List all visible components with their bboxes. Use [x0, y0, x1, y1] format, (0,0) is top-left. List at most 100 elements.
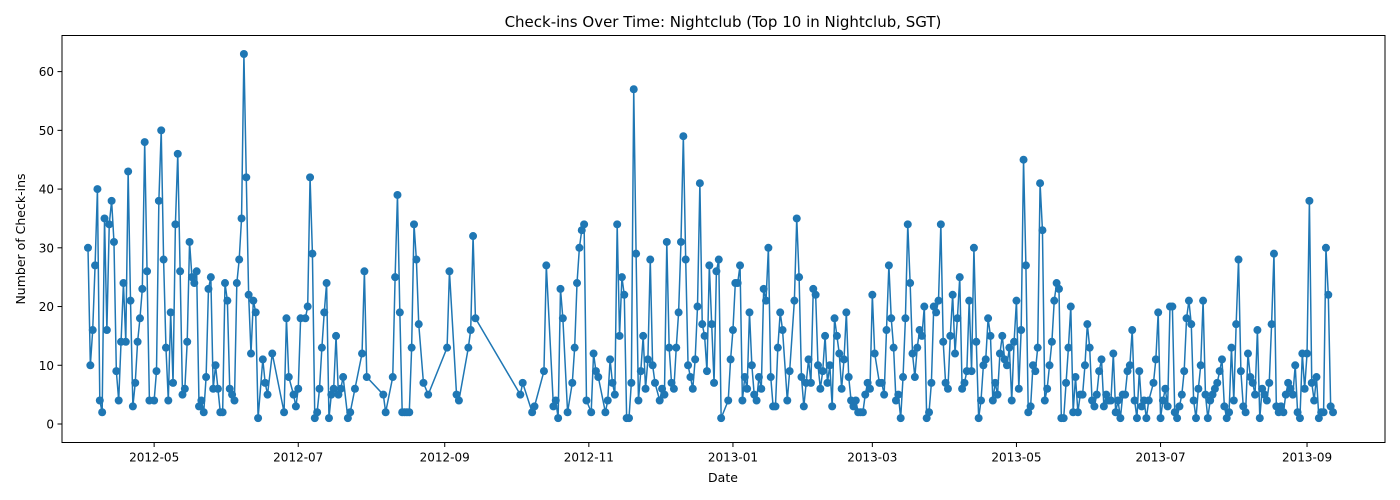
- data-point: [1184, 296, 1193, 305]
- data-point: [199, 408, 208, 417]
- data-point: [1262, 396, 1271, 405]
- data-point: [910, 373, 919, 382]
- data-point: [698, 320, 707, 329]
- data-point: [835, 349, 844, 358]
- data-point: [695, 179, 704, 188]
- data-point: [967, 367, 976, 376]
- plot-frame: [61, 35, 1386, 443]
- data-point: [1144, 396, 1153, 405]
- data-point: [993, 390, 1002, 399]
- data-point: [1040, 396, 1049, 405]
- data-point: [159, 255, 168, 264]
- data-point: [974, 414, 983, 423]
- data-point: [1043, 384, 1052, 393]
- data-point: [464, 343, 473, 352]
- y-tick-label: 20: [39, 300, 54, 314]
- data-point: [1097, 355, 1106, 364]
- data-point: [152, 367, 161, 376]
- data-point: [320, 308, 329, 317]
- data-point: [1054, 284, 1063, 293]
- data-point: [953, 314, 962, 323]
- data-point: [161, 343, 170, 352]
- data-point: [965, 296, 974, 305]
- data-point: [1092, 390, 1101, 399]
- data-point: [1064, 343, 1073, 352]
- y-tick-label: 10: [39, 359, 54, 373]
- data-point: [204, 284, 213, 293]
- data-point: [180, 384, 189, 393]
- x-tick-label: 2012-09: [420, 451, 470, 465]
- data-point: [88, 326, 97, 335]
- data-point: [1045, 361, 1054, 370]
- data-point: [1114, 396, 1123, 405]
- data-point: [251, 308, 260, 317]
- data-point: [1026, 402, 1035, 411]
- data-point: [700, 331, 709, 340]
- data-point: [615, 331, 624, 340]
- data-point: [693, 302, 702, 311]
- data-point: [1014, 384, 1023, 393]
- data-point: [140, 138, 149, 147]
- data-point: [315, 384, 324, 393]
- data-point: [1236, 367, 1245, 376]
- y-axis: 0 10 20 30 40 50 60: [39, 65, 62, 432]
- x-tick-label: 2013-05: [991, 451, 1041, 465]
- data-point: [1012, 296, 1021, 305]
- data-point: [1173, 414, 1182, 423]
- data-point: [322, 279, 331, 288]
- data-point: [1192, 414, 1200, 423]
- data-point: [1312, 373, 1321, 382]
- data-point: [823, 378, 832, 387]
- data-point: [601, 408, 610, 417]
- data-point: [816, 384, 825, 393]
- data-point: [714, 255, 723, 264]
- data-point: [1033, 343, 1042, 352]
- data-point: [235, 255, 244, 264]
- data-point: [289, 390, 298, 399]
- data-point: [230, 396, 239, 405]
- data-point: [686, 373, 695, 382]
- data-point: [1196, 361, 1205, 370]
- data-point: [573, 279, 582, 288]
- data-point: [717, 414, 726, 423]
- data-point: [98, 408, 107, 417]
- data-point: [880, 390, 889, 399]
- data-point: [1132, 414, 1141, 423]
- data-point: [625, 414, 633, 423]
- data-point: [518, 378, 527, 387]
- data-point: [738, 396, 747, 405]
- data-point: [726, 355, 735, 364]
- data-point: [138, 284, 147, 293]
- data-point: [804, 355, 813, 364]
- data-point: [542, 261, 551, 270]
- data-point: [889, 343, 898, 352]
- data-point: [580, 220, 589, 229]
- data-point: [1142, 414, 1151, 423]
- data-point: [1265, 378, 1274, 387]
- data-point: [105, 220, 114, 229]
- data-point: [176, 267, 185, 276]
- data-point: [244, 290, 253, 299]
- data-point: [112, 367, 121, 376]
- data-point: [1182, 314, 1191, 323]
- data-point: [1295, 414, 1304, 423]
- data-point: [1007, 396, 1016, 405]
- data-point: [724, 396, 733, 405]
- data-point: [681, 255, 690, 264]
- data-point: [754, 373, 763, 382]
- data-point: [86, 361, 95, 370]
- data-point: [705, 261, 714, 270]
- data-point: [865, 384, 874, 393]
- data-point: [301, 314, 310, 323]
- data-point: [1279, 408, 1288, 417]
- data-point: [861, 390, 870, 399]
- data-point: [884, 261, 893, 270]
- data-point: [814, 361, 822, 370]
- data-point: [1154, 308, 1163, 317]
- data-point: [972, 337, 981, 346]
- data-point: [454, 396, 463, 405]
- data-point: [858, 408, 867, 417]
- data-point: [358, 349, 367, 358]
- data-point: [93, 185, 102, 194]
- x-tick-label: 2013-01: [708, 451, 758, 465]
